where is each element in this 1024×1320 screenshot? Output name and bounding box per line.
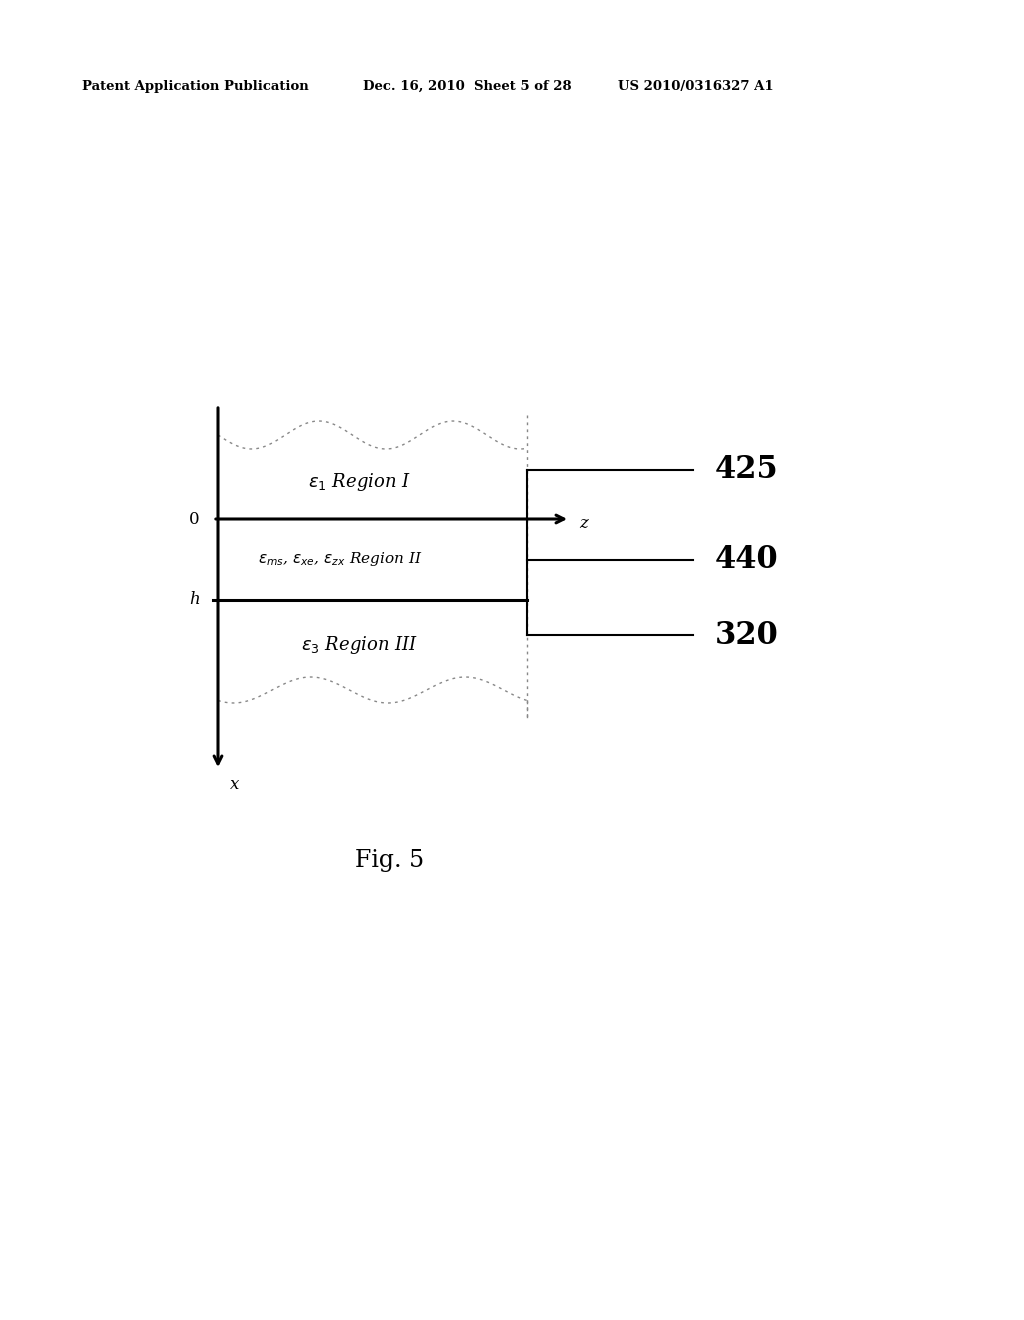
Text: Fig. 5: Fig. 5 [355,849,425,871]
Text: 425: 425 [715,454,778,486]
Text: 320: 320 [715,619,778,651]
Text: Dec. 16, 2010  Sheet 5 of 28: Dec. 16, 2010 Sheet 5 of 28 [362,81,571,92]
Text: z: z [579,515,588,532]
Text: h: h [189,591,200,609]
Text: $\varepsilon_{ms}$, $\varepsilon_{xe}$, $\varepsilon_{zx}$ Region II: $\varepsilon_{ms}$, $\varepsilon_{xe}$, … [258,550,422,569]
Text: US 2010/0316327 A1: US 2010/0316327 A1 [618,81,773,92]
Text: $\varepsilon_1$ Region I: $\varepsilon_1$ Region I [308,471,412,492]
Text: Patent Application Publication: Patent Application Publication [82,81,309,92]
Text: 440: 440 [715,544,778,576]
Text: x: x [230,776,240,793]
Text: $\varepsilon_3$ Region III: $\varepsilon_3$ Region III [301,634,419,656]
Text: 0: 0 [189,511,200,528]
